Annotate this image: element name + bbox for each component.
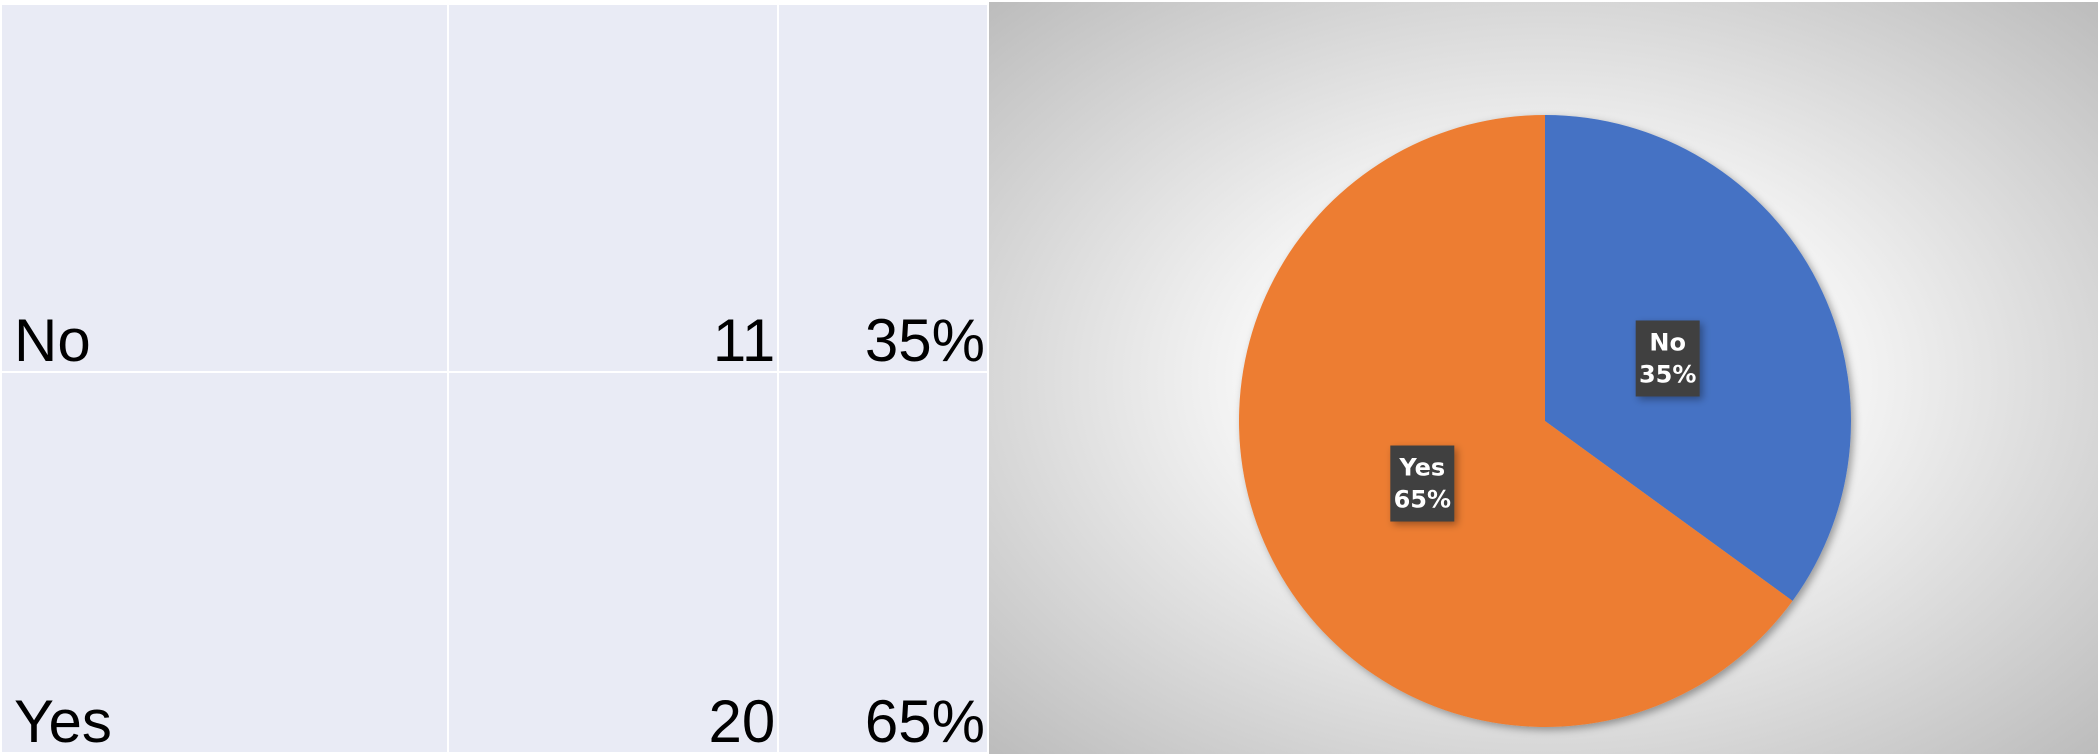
data-label-box	[1390, 445, 1455, 522]
data-label-category: Yes	[1398, 454, 1445, 482]
data-label-value: 65%	[1394, 486, 1451, 514]
table-row: Yes 20 65%	[0, 371, 989, 754]
cell: 11	[446, 3, 780, 373]
data-label-category: No	[1649, 328, 1686, 356]
data-table: No 11 35% Yes 20 65%	[0, 3, 989, 754]
data-label-box	[1635, 320, 1700, 397]
cell: Yes	[0, 371, 449, 754]
cell: 35%	[777, 3, 989, 373]
cell: No	[0, 3, 449, 373]
pie-slice	[1238, 115, 1793, 728]
cell: 65%	[777, 371, 989, 754]
chart: No 35% Yes 65%	[989, 2, 2098, 754]
data-label-value: 35%	[1639, 360, 1696, 388]
cell: 20	[446, 371, 780, 754]
table-row: No 11 35%	[0, 3, 989, 373]
pie	[1238, 115, 1851, 728]
